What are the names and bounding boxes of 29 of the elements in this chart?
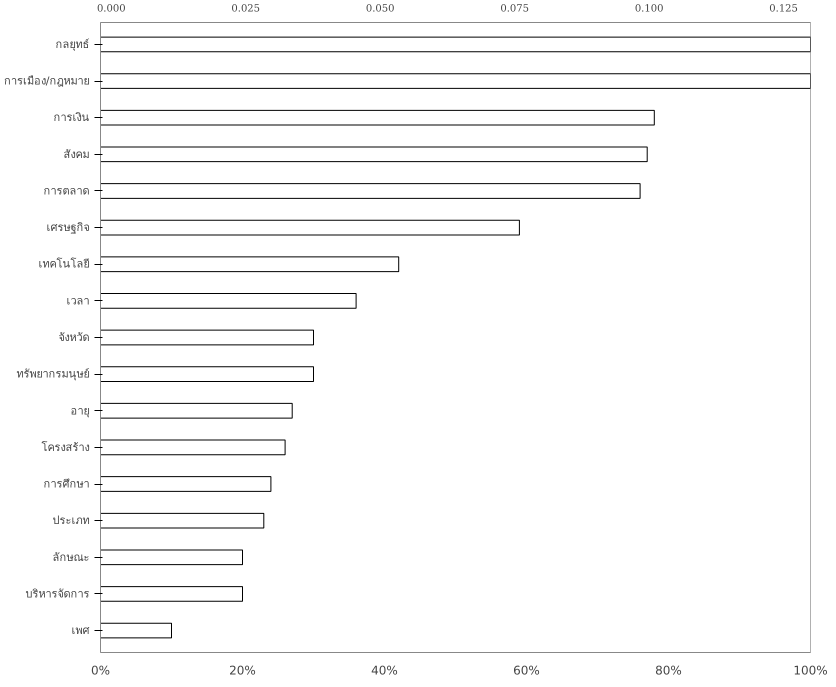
y-tick-label: สังคม (64, 148, 90, 161)
x-tick-label: 40% (371, 664, 398, 678)
y-tick-label: ประเภท (52, 514, 90, 528)
y-tick-label: การเมือง/กฎหมาย (4, 74, 90, 88)
y-tick-label: เวลา (66, 294, 90, 308)
y-tick-label: เศรษฐกิจ (46, 221, 90, 234)
x-tick-label: 20% (229, 664, 256, 678)
x-tick-label: 80% (655, 664, 682, 678)
y-tick-label: ทรัพยากรมนุษย์ (16, 368, 90, 381)
x2-tick-label: 0.125 (769, 4, 798, 14)
x2-tick-label: 0.075 (500, 4, 529, 14)
x-tick-label: 60% (513, 664, 540, 678)
y-tick-label: การตลาด (44, 184, 90, 198)
y-tick-label: การศึกษา (44, 478, 90, 491)
x-tick-label: 0% (90, 664, 110, 678)
y-tick-label: เทคโนโลยี (38, 256, 90, 271)
y-tick-label: การเงิน (54, 111, 90, 124)
x2-tick-label: 0.100 (634, 4, 664, 14)
x2-tick-label: 0.050 (366, 4, 395, 14)
y-tick-label: กลยุทธ์ (56, 38, 90, 51)
x2-tick-label: 0.000 (96, 4, 126, 14)
y-tick-label: โครงสร้าง (42, 440, 90, 454)
y-tick-label: ลักษณะ (52, 550, 90, 564)
x-tick-label: 100% (793, 664, 828, 678)
y-tick-label: บริหารจัดการ (26, 587, 90, 600)
y-tick-label: เพศ (72, 624, 90, 638)
y-tick-label: จังหวัด (58, 331, 90, 344)
y-tick-label: อายุ (70, 404, 90, 418)
x2-tick-label: 0.025 (231, 4, 260, 14)
